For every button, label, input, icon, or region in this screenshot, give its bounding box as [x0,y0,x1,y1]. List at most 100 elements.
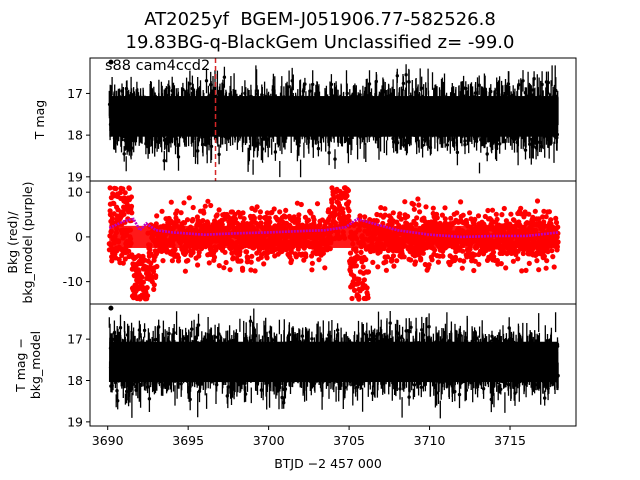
middle-panel-bkg-point [298,201,304,208]
middle-panel-bkg-point [249,253,255,259]
middle-panel-bkg-point [196,249,202,255]
middle-panel-bkg-point [326,207,332,213]
middle-panel-bkg-model-line [108,217,559,239]
middle-panel-bkg-point [430,205,436,211]
middle-panel-bkg-point [248,259,254,265]
middle-panel-bkg-point [109,258,115,264]
middle-panel-bkg-point [374,218,380,224]
middle-panel-bkg-point [384,254,391,260]
middle-panel-bkg-point [211,254,218,260]
middle-panel-bkg-point [169,258,175,264]
middle-panel-bkg-point [111,200,117,207]
middle-panel-bkg-point [340,210,346,216]
middle-panel-bkg-point [107,185,113,191]
middle-panel-bkg-point [232,216,239,222]
middle-panel-bkg-point [206,260,212,266]
middle-panel-bkg-point [499,212,505,218]
middle-panel-bkg-point [129,210,135,216]
middle-panel-bkg-point [550,254,556,260]
middle-panel-bkg-point [375,264,381,270]
middle-panel-bkg-point [413,221,419,227]
middle-panel-bkg-point [426,262,432,268]
middle-panel-bkg-point [378,205,384,211]
middle-panel-bkg-point [532,208,538,214]
middle-panel-bkg-point [534,258,540,264]
middle-panel-bkg-point [154,263,160,270]
middle-panel-bkg-point [519,268,525,274]
middle-panel-bkg-point [264,255,270,261]
middle-panel-bkg-point [467,210,473,216]
middle-panel-bkg-point [416,202,422,208]
middle-panel-bkg-point [185,257,191,264]
middle-panel-bkg-point [117,190,123,196]
middle-panel-bkg-point [227,267,233,273]
bottom-panel-xtick-label: 3690 [92,433,124,448]
middle-panel-bkg-point [186,195,192,201]
middle-panel-bkg-point [545,249,551,255]
middle-panel-bkg-point [390,210,396,216]
middle-panel-bkg-point [415,196,421,202]
middle-panel-bkg-point [113,186,119,192]
top-panel-annotation: s88 cam4ccd2 [105,58,210,74]
middle-panel-bkg-point [534,198,541,204]
middle-panel-bkg-point [331,195,337,201]
middle-panel-bkg-point [423,204,429,210]
bottom-panel-yticks: 17 18 19 [67,332,90,429]
middle-panel-bkg-point [190,249,196,256]
middle-panel-bkg-point [201,210,207,216]
middle-panel-bkg-point [154,213,160,219]
middle-panel-bkg-point [320,250,326,256]
middle-panel-bkg-point [346,218,352,224]
middle-panel-bkg-point [221,265,227,271]
middle-panel-bkg-point [363,256,369,263]
middle-panel-bkg-point [414,215,420,221]
middle-panel-bkg-point [534,251,540,257]
middle-panel-bkg-point [237,249,243,255]
middle-panel-bkg-point [144,285,150,291]
middle-panel-bkg-point [195,262,201,268]
middle-panel-bkg-point [258,220,264,226]
bottom-panel-ytick-label: 18 [67,373,83,388]
bottom-panel-xtick-label: 3705 [333,433,365,448]
middle-panel-bkg-point [490,249,497,255]
bottom-panel-points [108,305,560,419]
middle-panel-bkg-point [365,295,371,301]
middle-panel-bkg-point [314,201,321,207]
bottom-panel-xtick-label: 3700 [253,433,285,448]
middle-panel-bkg-point [244,221,250,227]
middle-panel-bkg-point [345,187,351,194]
bottom-panel-ytick-label: 17 [67,332,83,347]
middle-panel-bkg-point [264,210,270,216]
middle-panel-bkg-point [390,253,397,259]
middle-panel-bkg-point [402,199,408,205]
middle-panel-bkg-point [439,212,445,218]
middle-panel-ylabel-line2: bkg_model (purple) [20,181,35,303]
top-panel-ylabel: T mag [32,100,47,140]
middle-panel-yticks: 10 0 -10 [63,185,90,289]
middle-panel-bkg-point [432,247,438,253]
middle-panel-bkg-point [418,257,424,263]
middle-panel-bkg-point [109,215,115,221]
middle-panel-bkg-point [153,221,159,227]
middle-panel-bkg-point [510,258,516,264]
middle-panel-bkg-point [382,212,388,218]
middle-panel-ytick-label: -10 [63,274,83,289]
middle-panel-ytick-label: 10 [67,185,83,200]
top-panel-yticks: 17 18 19 [67,86,90,184]
middle-panel-bkg-point [353,263,359,269]
middle-panel-bkg-point [503,265,509,271]
middle-panel-bkg-point [139,274,145,280]
bottom-panel-frame [89,303,577,427]
middle-panel-bkg-point [553,219,560,226]
bottom-panel-core-band [109,341,559,383]
middle-panel-bkg-point [546,209,553,215]
middle-panel-bkg-point [160,258,166,264]
middle-panel-bkg-point [240,267,246,273]
middle-panel-bkg-point [472,216,478,222]
middle-panel-bkg-point [408,257,414,263]
middle-panel-bkg-point [178,210,184,216]
middle-panel-bkg-point [346,213,352,219]
middle-panel-bkg-point [494,216,500,222]
top-panel-outlier-point [108,59,114,65]
